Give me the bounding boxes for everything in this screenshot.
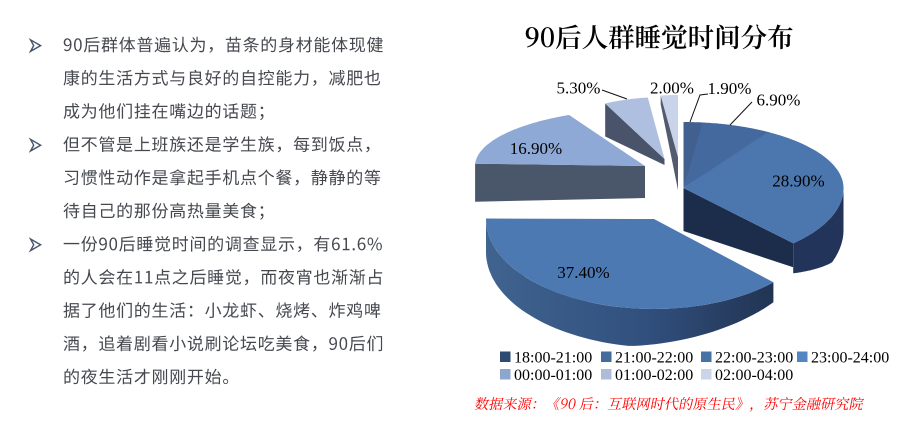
svg-text:21:00-22:00: 21:00-22:00 <box>615 350 693 367</box>
svg-text:2.00%: 2.00% <box>650 79 694 98</box>
svg-text:1.90%: 1.90% <box>708 79 752 98</box>
svg-text:18:00-21:00: 18:00-21:00 <box>514 350 592 367</box>
svg-text:22:00-23:00: 22:00-23:00 <box>715 350 793 367</box>
svg-text:01:00-02:00: 01:00-02:00 <box>615 367 693 384</box>
svg-text:6.90%: 6.90% <box>757 91 801 110</box>
svg-text:23:00-24:00: 23:00-24:00 <box>811 350 889 367</box>
svg-text:28.90%: 28.90% <box>772 172 824 191</box>
svg-text:16.90%: 16.90% <box>510 139 562 158</box>
svg-text:5.30%: 5.30% <box>557 79 601 98</box>
svg-text:02:00-04:00: 02:00-04:00 <box>715 367 793 384</box>
svg-text:00:00-01:00: 00:00-01:00 <box>514 367 592 384</box>
svg-text:37.40%: 37.40% <box>557 263 609 282</box>
